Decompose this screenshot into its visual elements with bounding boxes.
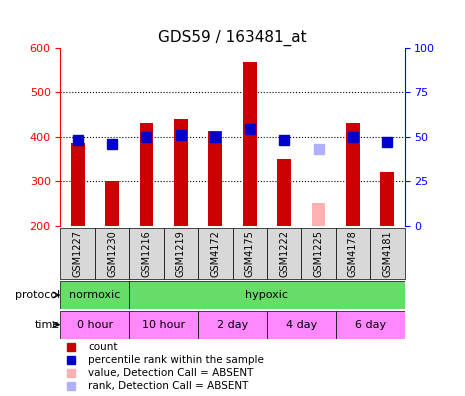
Text: GSM1227: GSM1227: [73, 230, 83, 277]
Bar: [277, 159, 291, 226]
Bar: [336, 311, 405, 339]
Text: 10 hour: 10 hour: [142, 320, 185, 330]
Bar: [232, 228, 267, 279]
Bar: [301, 228, 336, 279]
Bar: [95, 228, 129, 279]
Text: GSM4175: GSM4175: [245, 230, 255, 277]
Bar: [140, 123, 153, 226]
Text: GSM1222: GSM1222: [279, 230, 289, 277]
Bar: [208, 131, 222, 226]
Text: value, Detection Call = ABSENT: value, Detection Call = ABSENT: [88, 368, 253, 378]
Bar: [198, 228, 232, 279]
Text: percentile rank within the sample: percentile rank within the sample: [88, 355, 264, 365]
Bar: [60, 311, 129, 339]
Text: GSM1219: GSM1219: [176, 230, 186, 277]
Bar: [370, 228, 405, 279]
Text: normoxic: normoxic: [69, 290, 120, 300]
Bar: [198, 311, 267, 339]
Bar: [267, 228, 301, 279]
Bar: [129, 311, 198, 339]
Text: GSM4178: GSM4178: [348, 230, 358, 277]
Text: GSM1230: GSM1230: [107, 230, 117, 277]
Text: 0 hour: 0 hour: [77, 320, 113, 330]
Text: 6 day: 6 day: [355, 320, 385, 330]
Text: time: time: [34, 320, 60, 330]
Text: rank, Detection Call = ABSENT: rank, Detection Call = ABSENT: [88, 381, 248, 390]
Bar: [346, 123, 360, 226]
Bar: [174, 119, 188, 226]
Bar: [312, 202, 326, 226]
Bar: [243, 62, 257, 226]
Bar: [60, 228, 95, 279]
Bar: [267, 311, 336, 339]
Text: GSM4172: GSM4172: [210, 230, 220, 277]
Bar: [129, 281, 405, 309]
Text: hypoxic: hypoxic: [246, 290, 288, 300]
Text: GSM4181: GSM4181: [382, 230, 392, 277]
Text: protocol: protocol: [14, 290, 60, 300]
Bar: [380, 172, 394, 226]
Title: GDS59 / 163481_at: GDS59 / 163481_at: [158, 30, 307, 46]
Text: 4 day: 4 day: [286, 320, 317, 330]
Bar: [129, 228, 164, 279]
Text: 2 day: 2 day: [217, 320, 248, 330]
Bar: [336, 228, 370, 279]
Bar: [164, 228, 198, 279]
Bar: [71, 143, 85, 226]
Text: count: count: [88, 342, 118, 352]
Text: GSM1216: GSM1216: [141, 230, 152, 277]
Bar: [60, 281, 129, 309]
Bar: [105, 181, 119, 226]
Text: GSM1225: GSM1225: [313, 230, 324, 277]
